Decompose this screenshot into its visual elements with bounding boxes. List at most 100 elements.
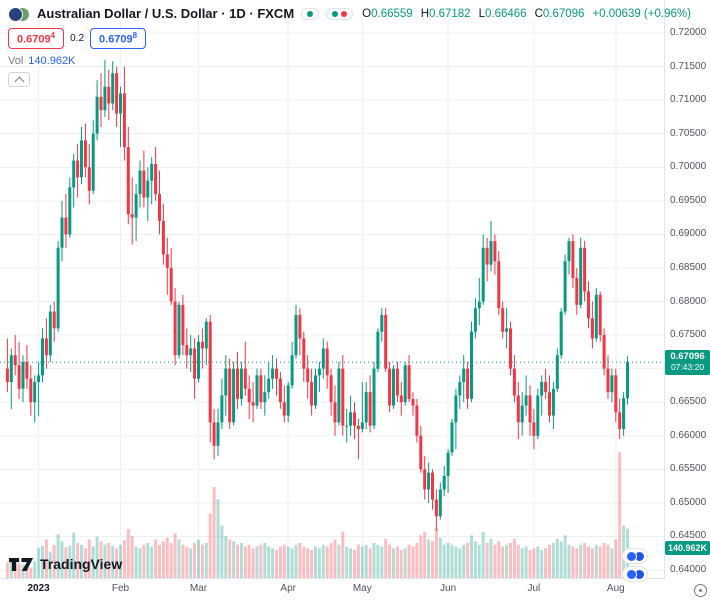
candle	[165, 237, 169, 295]
volume-bar	[532, 548, 536, 578]
candle	[255, 368, 259, 409]
candle	[298, 308, 302, 356]
candle	[193, 338, 197, 399]
candle	[263, 375, 267, 416]
buy-button[interactable]: 0.67098	[90, 28, 147, 49]
candle	[282, 385, 286, 423]
candle	[501, 301, 505, 339]
candle	[83, 123, 87, 178]
volume-bar	[360, 546, 364, 578]
candle	[150, 157, 154, 205]
volume-bar	[185, 546, 189, 578]
candle	[419, 425, 423, 473]
price-axis-label: 0.64000	[670, 564, 707, 575]
candle	[544, 368, 548, 399]
candle	[181, 294, 185, 356]
up-dot-icon	[332, 10, 339, 17]
candle	[427, 462, 431, 503]
volume-bar	[450, 544, 454, 578]
volume-bar	[251, 548, 255, 578]
down-dot-icon	[341, 10, 348, 17]
volume-bar	[44, 539, 48, 578]
volume-label[interactable]: Vol	[8, 55, 24, 67]
sell-button[interactable]: 0.67094	[8, 28, 65, 49]
volume-bar	[442, 544, 446, 578]
candle	[115, 66, 119, 127]
candle	[142, 150, 146, 208]
volume-bar	[80, 544, 83, 578]
candle	[107, 69, 111, 121]
volume-bar	[111, 545, 115, 578]
candle	[399, 382, 403, 416]
volume-bar	[493, 544, 497, 578]
broker-badge-icon[interactable]	[622, 566, 648, 582]
close-label: C	[534, 7, 543, 20]
candle	[388, 361, 392, 413]
candle	[489, 220, 493, 272]
candle	[216, 408, 220, 456]
candle	[220, 378, 224, 430]
candle	[618, 398, 622, 440]
candle	[384, 308, 388, 372]
volume-bar	[197, 539, 200, 578]
symbol-title[interactable]: Australian Dollar / U.S. Dollar · 1D · F…	[37, 6, 295, 21]
candle	[119, 86, 122, 148]
candle	[512, 355, 516, 403]
volume-bar	[473, 541, 477, 578]
candle	[540, 375, 544, 416]
volume-bar	[516, 544, 520, 578]
axis-settings-icon[interactable]	[694, 584, 707, 597]
candle	[555, 348, 559, 393]
chart-legend: Australian Dollar / U.S. Dollar · 1D · F…	[8, 6, 691, 22]
price-axis[interactable]: 0.72000 0.71500 0.71000 0.70500 0.70000 0.695…	[665, 0, 710, 579]
candle	[251, 382, 255, 423]
candle	[442, 465, 446, 497]
candle	[290, 341, 294, 389]
tradingview-logo[interactable]: TradingView	[8, 556, 122, 572]
time-axis[interactable]: 2023 Feb Mar Apr May Jun Jul Aug	[0, 579, 665, 600]
volume-bar	[255, 546, 259, 578]
time-axis-label: 2023	[27, 583, 50, 594]
volume-bar	[13, 564, 17, 578]
spread-value: 0.2	[70, 32, 85, 44]
time-axis-label: Mar	[189, 583, 208, 594]
volume-bar	[181, 544, 185, 578]
volume-bar	[68, 545, 72, 578]
candle	[146, 167, 150, 221]
volume-bar	[204, 543, 208, 578]
source-toggle-chip[interactable]	[326, 7, 354, 20]
broker-badge-icon[interactable]	[622, 548, 648, 564]
volume-layer	[5, 452, 629, 578]
candle	[559, 308, 563, 359]
candle	[138, 160, 142, 208]
volume-bar	[419, 535, 423, 578]
candle	[579, 237, 583, 309]
volume-bar	[345, 546, 349, 578]
candle	[9, 348, 13, 409]
volume-bar	[403, 548, 407, 578]
volume-bar	[298, 543, 302, 578]
price-axis-label: 0.68000	[670, 295, 707, 307]
candle	[520, 392, 524, 436]
candle	[239, 361, 243, 406]
candle	[232, 361, 236, 426]
candle	[567, 237, 571, 275]
volume-bar	[462, 544, 466, 578]
candle	[310, 368, 314, 416]
volume-bar	[243, 546, 247, 578]
price-axis-label: 0.66000	[670, 429, 707, 441]
candle	[563, 254, 567, 315]
volume-bar	[594, 544, 598, 578]
volume-bar	[333, 539, 337, 578]
volume-bar	[282, 544, 286, 578]
collapse-pane-button[interactable]	[8, 72, 30, 87]
price-axis-label: 0.68500	[670, 261, 707, 273]
candle	[548, 375, 551, 423]
volume-bar	[5, 562, 9, 578]
volume-bar	[555, 538, 559, 578]
volume-bar	[438, 537, 442, 578]
volume-bar	[349, 548, 353, 578]
time-axis-label: Jun	[440, 583, 457, 594]
market-status-chip[interactable]	[301, 7, 320, 20]
